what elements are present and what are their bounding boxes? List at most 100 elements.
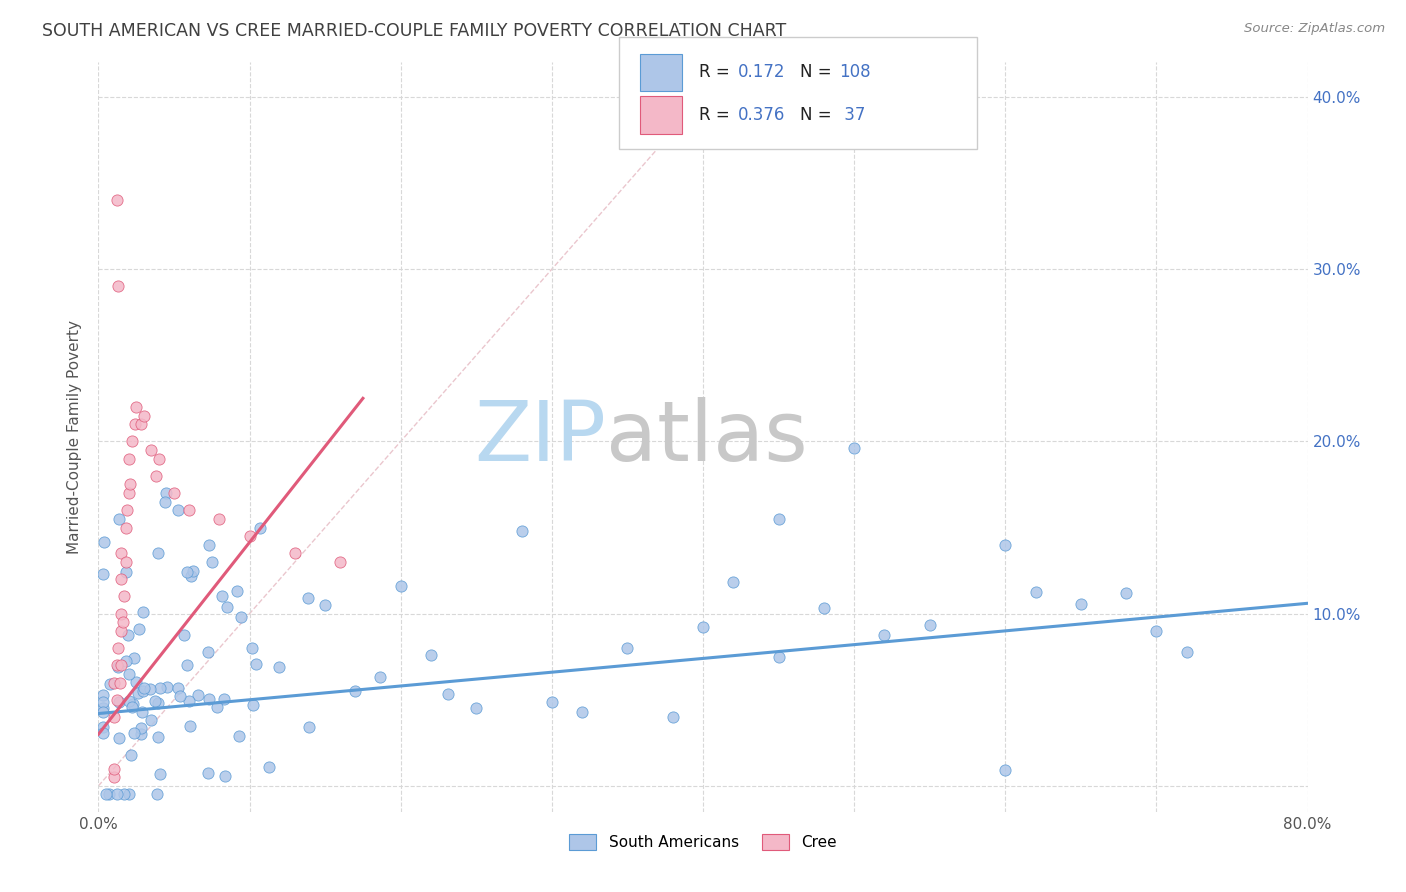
- Point: [214, 769, 236, 783]
- Point: [510, 524, 533, 538]
- Point: [120, 748, 142, 763]
- Point: [91, 566, 114, 581]
- Point: [257, 760, 280, 774]
- Point: [118, 694, 141, 708]
- Point: [110, 572, 132, 586]
- Point: [437, 687, 460, 701]
- Point: [115, 566, 138, 580]
- Text: 0.376: 0.376: [738, 106, 786, 124]
- Text: R =: R =: [699, 63, 735, 81]
- Point: [420, 648, 443, 662]
- Point: [198, 692, 221, 706]
- Text: N =: N =: [800, 106, 837, 124]
- Point: [169, 690, 191, 704]
- Point: [118, 486, 141, 500]
- Point: [156, 680, 179, 694]
- Point: [105, 658, 128, 673]
- Point: [228, 730, 250, 744]
- Point: [103, 770, 125, 784]
- Point: [121, 699, 143, 714]
- Point: [163, 486, 186, 500]
- Text: R =: R =: [699, 106, 735, 124]
- Point: [267, 660, 290, 674]
- Point: [114, 555, 136, 569]
- Point: [139, 682, 162, 697]
- Point: [122, 651, 145, 665]
- Point: [329, 555, 352, 569]
- Point: [242, 698, 264, 713]
- Point: [768, 649, 790, 664]
- Point: [179, 503, 201, 517]
- Point: [118, 788, 141, 802]
- Point: [105, 692, 128, 706]
- Point: [1144, 624, 1167, 638]
- Point: [110, 658, 132, 673]
- Point: [93, 535, 115, 549]
- Point: [571, 706, 593, 720]
- Point: [131, 727, 153, 741]
- Point: [129, 721, 152, 735]
- Point: [103, 710, 125, 724]
- Point: [91, 720, 114, 734]
- Point: [108, 731, 131, 745]
- Point: [344, 683, 367, 698]
- Point: [540, 695, 562, 709]
- Point: [96, 788, 118, 802]
- Point: [149, 767, 172, 781]
- Point: [1175, 645, 1198, 659]
- Point: [91, 688, 114, 702]
- Point: [141, 713, 163, 727]
- Point: [91, 705, 114, 719]
- Point: [103, 675, 125, 690]
- Point: [844, 441, 866, 455]
- Point: [114, 788, 136, 802]
- Point: [173, 628, 195, 642]
- Point: [103, 762, 125, 776]
- Point: [110, 607, 132, 621]
- Point: [108, 695, 131, 709]
- Point: [114, 520, 136, 534]
- Point: [141, 442, 163, 457]
- Point: [180, 568, 202, 582]
- Point: [368, 670, 391, 684]
- Point: [201, 555, 224, 569]
- Point: [187, 688, 209, 702]
- Point: [146, 788, 169, 802]
- Point: [124, 417, 146, 432]
- Point: [225, 584, 247, 599]
- Point: [249, 520, 271, 534]
- Text: Source: ZipAtlas.com: Source: ZipAtlas.com: [1244, 22, 1385, 36]
- Point: [146, 546, 169, 560]
- Point: [108, 675, 131, 690]
- Point: [91, 695, 114, 709]
- Point: [215, 600, 238, 615]
- Point: [1115, 586, 1137, 600]
- Point: [148, 696, 170, 710]
- Point: [98, 788, 121, 802]
- Point: [284, 546, 307, 560]
- Point: [107, 641, 129, 656]
- Point: [768, 512, 790, 526]
- Point: [118, 451, 141, 466]
- Point: [128, 622, 150, 636]
- Point: [167, 681, 190, 695]
- Point: [91, 701, 114, 715]
- Point: [129, 417, 152, 432]
- Point: [132, 683, 155, 698]
- Point: [98, 676, 121, 690]
- Text: 0.172: 0.172: [738, 63, 786, 81]
- Text: SOUTH AMERICAN VS CREE MARRIED-COUPLE FAMILY POVERTY CORRELATION CHART: SOUTH AMERICAN VS CREE MARRIED-COUPLE FA…: [42, 22, 786, 40]
- Point: [197, 538, 219, 552]
- Point: [692, 620, 714, 634]
- Point: [389, 579, 412, 593]
- Point: [122, 697, 145, 711]
- Point: [211, 589, 233, 603]
- Point: [994, 538, 1017, 552]
- Point: [146, 730, 169, 744]
- Point: [298, 719, 321, 733]
- Point: [125, 674, 148, 689]
- Point: [120, 477, 142, 491]
- Point: [994, 764, 1017, 778]
- Point: [125, 400, 148, 414]
- Point: [108, 512, 131, 526]
